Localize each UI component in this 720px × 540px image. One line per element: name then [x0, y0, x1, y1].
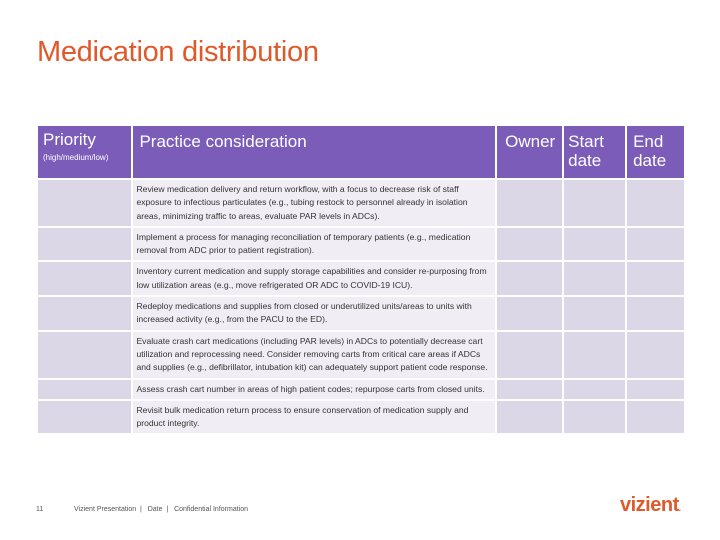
owner-cell[interactable] — [497, 297, 563, 330]
practice-table: Priority (high/medium/low) Practice cons… — [36, 124, 686, 435]
table-row: Review medication delivery and return wo… — [38, 180, 684, 226]
table-row: Revisit bulk medication return process t… — [38, 400, 684, 434]
priority-cell[interactable] — [38, 180, 132, 226]
end-date-cell[interactable] — [627, 331, 684, 378]
practice-cell: Inventory current medication and supply … — [133, 262, 496, 296]
practice-cell: Evaluate crash cart medications (includi… — [133, 331, 496, 378]
vizient-logo: vizient. — [620, 494, 681, 517]
start-date-cell[interactable] — [564, 180, 626, 226]
footer-date: Date — [147, 506, 163, 513]
practice-cell: Assess crash cart number in areas of hig… — [133, 379, 496, 399]
header-end-date: End date — [627, 126, 684, 178]
header-start-date: Start date — [564, 126, 626, 178]
header-priority: Priority (high/medium/low) — [38, 126, 132, 178]
page-number: 11 — [36, 506, 44, 513]
header-start-line1: Start — [568, 132, 605, 151]
owner-cell[interactable] — [497, 262, 563, 296]
start-date-cell[interactable] — [564, 262, 626, 296]
header-end-line1: End — [633, 132, 664, 151]
footer-info: Vizient Presentation | Date | Confidenti… — [74, 506, 248, 513]
table-row: Redeploy medications and supplies from c… — [38, 297, 684, 330]
header-owner: Owner — [497, 126, 563, 178]
end-date-cell[interactable] — [627, 262, 684, 296]
priority-cell[interactable] — [38, 227, 132, 261]
start-date-cell[interactable] — [564, 379, 626, 399]
priority-cell[interactable] — [38, 400, 132, 434]
header-practice-label: Practice consideration — [139, 132, 307, 151]
practice-cell: Redeploy medications and supplies from c… — [133, 297, 496, 330]
practice-cell: Implement a process for managing reconci… — [133, 227, 496, 261]
slide-title: Medication distribution — [37, 36, 319, 68]
priority-cell[interactable] — [38, 379, 132, 399]
priority-cell[interactable] — [38, 331, 132, 378]
owner-cell[interactable] — [497, 331, 563, 378]
start-date-cell[interactable] — [564, 227, 626, 261]
owner-cell[interactable] — [497, 180, 563, 226]
header-practice: Practice consideration — [133, 126, 496, 178]
footer-presentation: Vizient Presentation — [74, 506, 137, 513]
start-date-cell[interactable] — [564, 297, 626, 330]
end-date-cell[interactable] — [627, 379, 684, 399]
table-row: Implement a process for managing reconci… — [38, 227, 684, 261]
end-date-cell[interactable] — [627, 297, 684, 330]
footer-divider: | — [164, 506, 173, 513]
logo-mark: . — [678, 504, 681, 513]
start-date-cell[interactable] — [564, 400, 626, 434]
practice-cell: Review medication delivery and return wo… — [133, 180, 496, 226]
owner-cell[interactable] — [497, 379, 563, 399]
end-date-cell[interactable] — [627, 400, 684, 434]
logo-wordmark: vizient — [620, 494, 679, 516]
owner-cell[interactable] — [497, 400, 563, 434]
table-row: Inventory current medication and supply … — [38, 262, 684, 296]
footer-divider: | — [138, 506, 146, 513]
header-owner-label: Owner — [505, 132, 556, 151]
header-priority-sublabel: (high/medium/low) — [43, 153, 109, 162]
priority-cell[interactable] — [38, 297, 132, 330]
owner-cell[interactable] — [497, 227, 563, 261]
footer-confidential: Confidential Information — [174, 506, 248, 513]
header-end-line2: date — [633, 151, 667, 170]
table-row: Assess crash cart number in areas of hig… — [38, 379, 684, 399]
header-priority-label: Priority — [43, 130, 96, 149]
start-date-cell[interactable] — [564, 331, 626, 378]
end-date-cell[interactable] — [627, 227, 684, 261]
table-header-row: Priority (high/medium/low) Practice cons… — [38, 126, 684, 178]
practice-cell: Revisit bulk medication return process t… — [133, 400, 496, 434]
end-date-cell[interactable] — [627, 180, 684, 226]
header-start-line2: date — [568, 151, 602, 170]
table-row: Evaluate crash cart medications (includi… — [38, 331, 684, 378]
priority-cell[interactable] — [38, 262, 132, 296]
